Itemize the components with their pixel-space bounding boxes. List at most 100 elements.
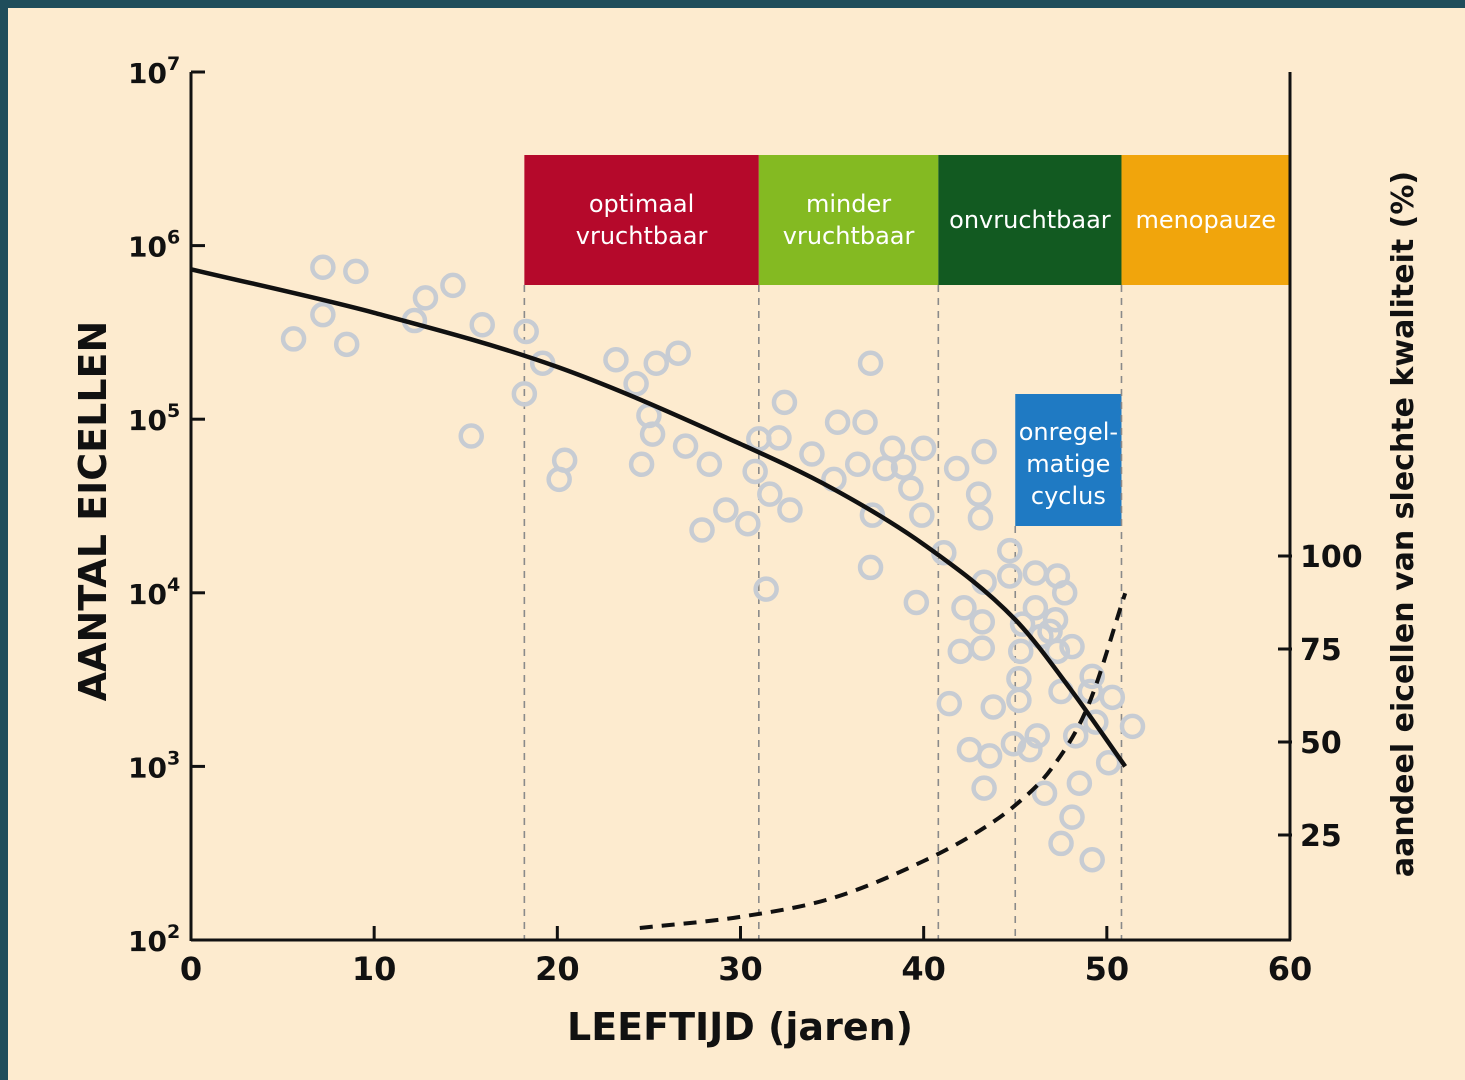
scatter-point-9 <box>469 311 495 338</box>
phase-label-1-0: minder <box>806 190 891 218</box>
scatter-point-68 <box>1006 665 1032 692</box>
scatter-point-40 <box>857 554 884 581</box>
scatter-point-72 <box>1022 595 1049 621</box>
scatter-point-89 <box>1079 663 1105 690</box>
y2-tick-label-1: 75 <box>1300 633 1342 668</box>
scatter-point-61 <box>971 775 997 801</box>
scatter-point-94 <box>1119 713 1146 740</box>
x-tick-label-1: 10 <box>352 950 397 988</box>
y2-tick-label-3: 25 <box>1300 819 1342 854</box>
scatter-point-38 <box>852 409 878 436</box>
phase-band-0 <box>524 155 759 285</box>
scatter-point-1 <box>310 254 336 281</box>
scatter-point-0 <box>280 326 307 352</box>
scatter-point-29 <box>753 576 779 602</box>
scatter-point-87 <box>1066 770 1093 796</box>
scatter-point-11 <box>513 318 539 345</box>
curves <box>190 267 1128 930</box>
scatter-point-22 <box>672 433 699 459</box>
scatter-point-23 <box>689 517 715 543</box>
scatter-point-63 <box>980 694 1007 720</box>
scatter-point-55 <box>965 481 992 507</box>
scatter-point-25 <box>713 497 739 523</box>
scatter-point-80 <box>1044 638 1071 665</box>
y-axis-title: AANTAL EICELLEN <box>71 321 115 702</box>
y-tick-label-5: 102 <box>128 921 180 958</box>
scatter-point-32 <box>771 389 798 416</box>
x-tick-label-3: 30 <box>718 950 763 988</box>
scatter-point-2 <box>310 301 336 328</box>
irregular-cycle-label-2: cyclus <box>1031 482 1106 510</box>
scatter-point-67 <box>1006 687 1032 714</box>
scatter-point-36 <box>824 409 851 436</box>
scatter-point-56 <box>967 505 994 531</box>
x-tick-label-0: 0 <box>180 950 202 988</box>
scatter-point-30 <box>757 481 783 507</box>
scatter-point-7 <box>440 272 466 299</box>
phase-band-3 <box>1121 155 1290 285</box>
x-axis-title: LEEFTIJD (jaren) <box>567 1005 913 1049</box>
axes <box>189 70 1292 942</box>
y-tick-label-0: 107 <box>128 53 180 90</box>
scatter-point-27 <box>742 458 768 485</box>
poor-quality-curve <box>639 592 1128 930</box>
scatter-point-16 <box>623 371 649 397</box>
x-tick-label-5: 50 <box>1085 950 1130 988</box>
irregular-cycle-label-1: matige <box>1026 450 1110 478</box>
scatter-point-33 <box>777 497 803 523</box>
phase-band-2 <box>938 155 1122 285</box>
scatter-point-74 <box>1024 723 1050 749</box>
scatter-point-53 <box>951 595 977 621</box>
scatter-point-90 <box>1079 846 1105 873</box>
scatter-point-91 <box>1083 709 1109 735</box>
phase-label-3-0: menopauze <box>1135 206 1276 234</box>
y-tick-label-3: 104 <box>128 574 180 611</box>
y-tick-label-4: 103 <box>128 747 180 784</box>
scatter-point-47 <box>909 502 935 528</box>
x-tick-label-6: 60 <box>1268 950 1313 988</box>
scatter-point-6 <box>412 285 439 311</box>
phase-label-0-1: vruchtbaar <box>576 222 708 250</box>
scatter-point-20 <box>643 350 669 377</box>
scatter-point-73 <box>1022 560 1049 586</box>
scatter-point-17 <box>628 451 655 478</box>
scatter-point-24 <box>696 451 723 478</box>
scatter-point-76 <box>1031 780 1058 807</box>
scatter-point-54 <box>956 736 983 763</box>
y2-axis-title: aandeel eicellen van slechte kwaliteit (… <box>1386 171 1421 877</box>
scatter-point-85 <box>1059 804 1085 830</box>
scatter-point-51 <box>943 455 970 482</box>
x-tick-label-4: 40 <box>901 950 946 988</box>
scatter-point-10 <box>511 381 538 407</box>
phase-band-1 <box>758 155 939 285</box>
y2-tick-label-2: 50 <box>1300 726 1342 761</box>
scatter-point-3 <box>333 331 360 358</box>
scatter-point-48 <box>910 435 937 462</box>
scatter-point-84 <box>1059 633 1085 660</box>
scatter-point-37 <box>844 451 871 478</box>
scatter-point-8 <box>458 423 484 449</box>
scatter-point-45 <box>898 475 924 502</box>
chart-figure: optimaal vruchtbaar minder vruchtbaar onvruc… <box>8 8 1465 1080</box>
scatter-point-81 <box>1048 830 1074 857</box>
scatter-point-70 <box>1009 611 1036 637</box>
scatter-point-21 <box>665 340 691 366</box>
scatter-point-59 <box>971 438 997 465</box>
scatter-point-65 <box>997 537 1023 564</box>
scatter-point-26 <box>735 510 761 537</box>
scatter-point-62 <box>976 743 1003 769</box>
scatter-point-92 <box>1095 749 1122 776</box>
scatter-point-71 <box>1017 736 1043 763</box>
phase-boundary-lines <box>523 285 1123 940</box>
y-tick-label-1: 106 <box>128 227 180 264</box>
scatter-point-78 <box>1042 606 1069 633</box>
scatter-point-4 <box>343 258 369 285</box>
scatter-point-58 <box>969 609 996 635</box>
irregular-cycle-label-0: onregel- <box>1019 418 1118 446</box>
y-tick-label-2: 105 <box>128 400 180 437</box>
chart-svg: optimaal vruchtbaar minder vruchtbaar onvruc… <box>71 53 1421 1049</box>
irregular-cycle-box <box>1015 394 1122 526</box>
scatter-point-39 <box>857 350 884 377</box>
scatter-points <box>280 254 1146 873</box>
scatter-point-64 <box>997 563 1023 589</box>
